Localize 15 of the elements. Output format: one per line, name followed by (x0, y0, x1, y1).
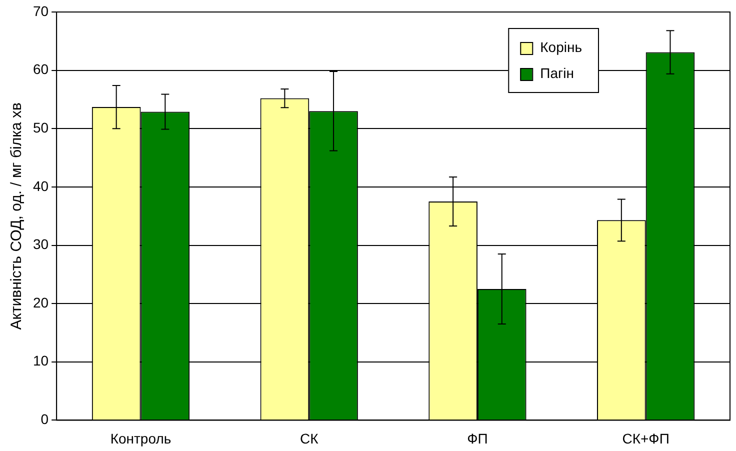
y-tick-label: 50 (32, 119, 49, 136)
x-tick-label: ФП (467, 430, 488, 446)
y-axis-title: Активність СОД, од. / мг білка хв (8, 102, 26, 330)
x-tick-label: СК+ФП (622, 430, 670, 446)
y-tick-label: 40 (32, 178, 49, 194)
x-tick-label: СК (300, 430, 320, 446)
legend-label: Пагін (540, 64, 574, 81)
legend-label: Корінь (540, 38, 582, 55)
y-tick-label: 60 (32, 61, 49, 78)
y-tick-label: 20 (32, 294, 49, 310)
x-tick-label: Контроль (110, 430, 172, 446)
y-tick-label: 10 (32, 352, 49, 369)
y-tick-label: 0 (40, 411, 49, 428)
y-tick-label: 70 (32, 2, 49, 19)
y-tick-label: 30 (32, 236, 49, 252)
